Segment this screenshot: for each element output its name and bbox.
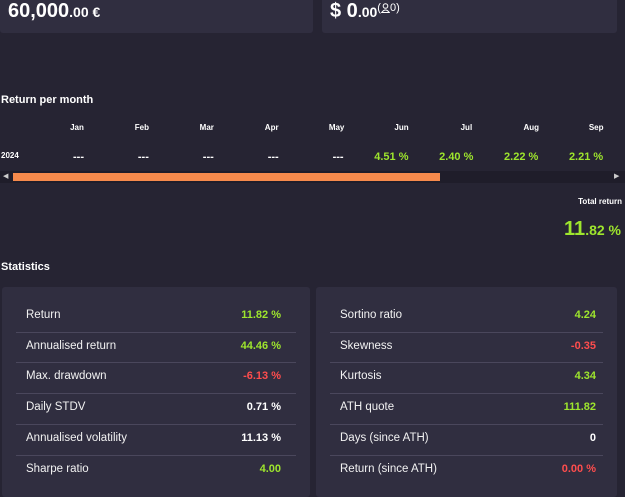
statistics-right-card: Sortino ratio 4.24 Skewness -0.35 Kurtosis 4.… — [316, 287, 617, 497]
cash-decimals: .00 — [357, 4, 378, 20]
stat-value: 11.13 % — [241, 431, 281, 444]
month-value: 4.51 % — [374, 151, 409, 163]
month-value: --- — [202, 151, 214, 163]
stat-value: 0.00 % — [561, 462, 596, 475]
year-label: 2024 — [1, 151, 19, 160]
cash: $ 0.00(0) — [330, 0, 400, 23]
row-separator — [330, 423, 603, 425]
balance-main: 60,000 — [8, 0, 70, 22]
stat-label: Return (since ATH) — [340, 462, 437, 475]
row-separator — [16, 393, 296, 395]
cash-card: $ 0.00(0) — [322, 0, 617, 33]
cash-main: $ 0 — [330, 0, 358, 22]
scroll-left[interactable]: ◀ — [3, 173, 9, 180]
balance-decimals: .00 € — [69, 4, 101, 20]
month-value: --- — [73, 151, 84, 163]
stat-label: Days (since ATH) — [340, 431, 429, 444]
investor-count: 0 — [389, 2, 397, 14]
stat-value: -6.13 % — [243, 370, 281, 383]
month-header: Aug — [523, 123, 540, 132]
balance-card: 60,000.00 € — [0, 0, 313, 33]
total-return-main: 11 — [564, 218, 586, 240]
row-separator — [16, 454, 296, 456]
stat-value: 4.24 — [574, 309, 596, 321]
row-separator — [330, 331, 603, 333]
month-header: Feb — [134, 123, 149, 132]
stat-label: Skewness — [340, 339, 393, 352]
month-header: Mar — [199, 123, 214, 132]
stat-label: Annualised volatility — [26, 431, 128, 444]
scroll-thumb[interactable] — [13, 173, 440, 181]
month-value: --- — [267, 151, 279, 163]
stat-label: Sharpe ratio — [26, 462, 89, 475]
month-value: 2.40 % — [439, 151, 474, 163]
stat-value: 0 — [589, 431, 596, 444]
row-separator — [330, 393, 603, 395]
month-header: Jan — [70, 123, 84, 132]
stat-value: 4.00 — [259, 462, 281, 475]
monthly-title: Return per month — [1, 94, 94, 106]
month-header: Sep — [588, 123, 604, 132]
month-value: --- — [332, 151, 344, 163]
stat-label: Annualised return — [26, 339, 117, 352]
row-separator — [16, 331, 296, 333]
stat-value: 0.71 % — [246, 401, 281, 414]
row-separator — [16, 423, 296, 425]
month-header: Jul — [460, 123, 473, 132]
stat-label: Kurtosis — [340, 370, 382, 383]
month-header: Jun — [394, 123, 409, 132]
total-return-decimals: .82 % — [585, 222, 621, 238]
total-return-label: Total return — [578, 197, 622, 206]
month-value: 2.22 % — [504, 151, 539, 163]
statistics-title: Statistics — [1, 261, 50, 273]
stat-label: ATH quote — [340, 401, 395, 414]
balance: 60,000.00 € — [8, 0, 100, 23]
stat-value: 44.46 % — [240, 339, 281, 352]
stat-value: -0.35 — [570, 339, 596, 352]
statistics-left-card: Return 11.82 % Annualised return 44.46 % Max… — [2, 287, 310, 497]
investor-icon — [380, 3, 391, 13]
scroll-right[interactable]: ▶ — [614, 173, 620, 180]
row-separator — [330, 362, 603, 364]
stat-label: Sortino ratio — [340, 309, 403, 321]
row-separator — [16, 362, 296, 364]
stat-value: 11.82 % — [241, 309, 281, 321]
month-value: --- — [137, 151, 149, 163]
row-separator — [330, 454, 603, 456]
month-header: Apr — [264, 123, 279, 132]
month-value: 2.21 % — [568, 151, 604, 163]
stat-label: Return — [26, 309, 61, 321]
investor-open: ( — [377, 2, 381, 14]
total-return: 11.82 % — [564, 218, 621, 241]
stat-label: Daily STDV — [26, 401, 86, 414]
stat-value: 111.82 — [563, 401, 596, 414]
stat-value: 4.34 — [574, 370, 596, 383]
investor-close: ) — [396, 2, 400, 14]
stat-label: Max. drawdown — [26, 370, 107, 383]
month-header: May — [328, 123, 345, 132]
